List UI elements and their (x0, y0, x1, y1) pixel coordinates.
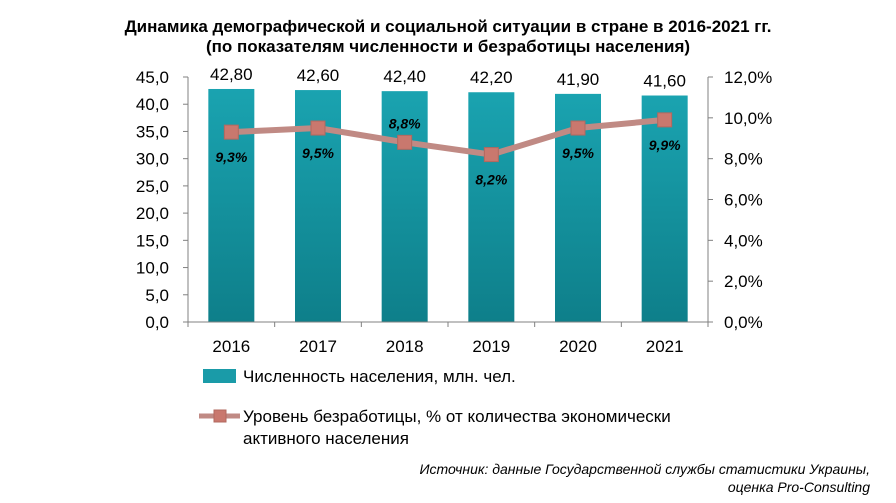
y-left-tick-label: 0,0 (145, 313, 169, 332)
legend: Численность населения, млн. чел. Уровень… (199, 367, 671, 448)
bar-value-label: 42,20 (470, 68, 513, 87)
y-right-tick-label: 10,0% (724, 109, 772, 128)
y-right-tick-label: 6,0% (724, 191, 763, 210)
x-tick-label: 2021 (646, 337, 684, 356)
y-right-tick-label: 0,0% (724, 313, 763, 332)
unemployment-value-label: 9,9% (649, 137, 681, 153)
x-tick-label: 2020 (559, 337, 597, 356)
y-right-tick-label: 2,0% (724, 272, 763, 291)
unemployment-value-label: 9,5% (562, 145, 594, 161)
bar-value-label: 41,90 (557, 70, 600, 89)
y-right-tick-label: 4,0% (724, 231, 763, 250)
unemployment-marker-2020 (570, 120, 586, 136)
x-tick-label: 2017 (299, 337, 337, 356)
bar-value-label: 42,40 (383, 67, 426, 86)
legend-line-label-2: активного населения (243, 429, 409, 448)
bar-2019 (468, 92, 515, 322)
y-left-tick-label: 20,0 (136, 204, 169, 223)
bar-2018 (381, 91, 428, 323)
unemployment-value-label: 8,8% (389, 115, 421, 131)
legend-bar-label: Численность населения, млн. чел. (243, 367, 516, 386)
y-left-tick-label: 15,0 (136, 231, 169, 250)
legend-line-marker (213, 409, 227, 423)
unemployment-value-label: 9,3% (215, 149, 247, 165)
y-left-tick-label: 35,0 (136, 122, 169, 141)
unemployment-marker-2018 (397, 134, 413, 150)
y-right-tick-label: 8,0% (724, 150, 763, 169)
unemployment-marker-2021 (657, 112, 673, 128)
source-note-line1: Источник: данные Государственной службы … (419, 461, 870, 477)
unemployment-marker-2017 (310, 120, 326, 136)
unemployment-value-label: 9,5% (302, 145, 334, 161)
y-right-tick-label: 12,0% (724, 68, 772, 87)
source-note-line2: оценка Pro-Consulting (728, 479, 870, 495)
y-left-tick-label: 25,0 (136, 177, 169, 196)
chart-subtitle: (по показателям численности и безработиц… (206, 37, 690, 56)
bar-value-label: 42,80 (210, 65, 253, 84)
labels-layer: 42,80 42,60 42,40 42,20 41,90 41,60 9,3% 9,5% 8,… (210, 65, 686, 188)
legend-line-label-1: Уровень безработицы, % от количества эко… (243, 407, 671, 426)
unemployment-line (231, 116, 665, 158)
legend-bar-swatch (203, 369, 236, 383)
line-layer (223, 112, 673, 163)
x-tick-label: 2018 (386, 337, 424, 356)
unemployment-marker-2019 (483, 147, 499, 163)
bar-value-label: 41,60 (643, 72, 686, 91)
y-left-tick-label: 45,0 (136, 68, 169, 87)
y-left-tick-label: 30,0 (136, 150, 169, 169)
x-tick-label: 2019 (472, 337, 510, 356)
chart-title: Динамика демографической и социальной си… (125, 17, 772, 36)
unemployment-marker-2016 (223, 124, 239, 140)
y-left-tick-label: 10,0 (136, 259, 169, 278)
axes-layer: 0,0 5,0 10,0 15,0 20,0 25,0 30,0 35,0 40,0 45,0 0,… (136, 68, 772, 356)
y-left-tick-label: 40,0 (136, 95, 169, 114)
x-tick-label: 2016 (212, 337, 250, 356)
bar-2016 (208, 88, 255, 322)
bar-2021 (641, 95, 688, 322)
bar-value-label: 42,60 (297, 66, 340, 85)
unemployment-value-label: 8,2% (475, 172, 507, 188)
y-left-tick-label: 5,0 (145, 286, 169, 305)
